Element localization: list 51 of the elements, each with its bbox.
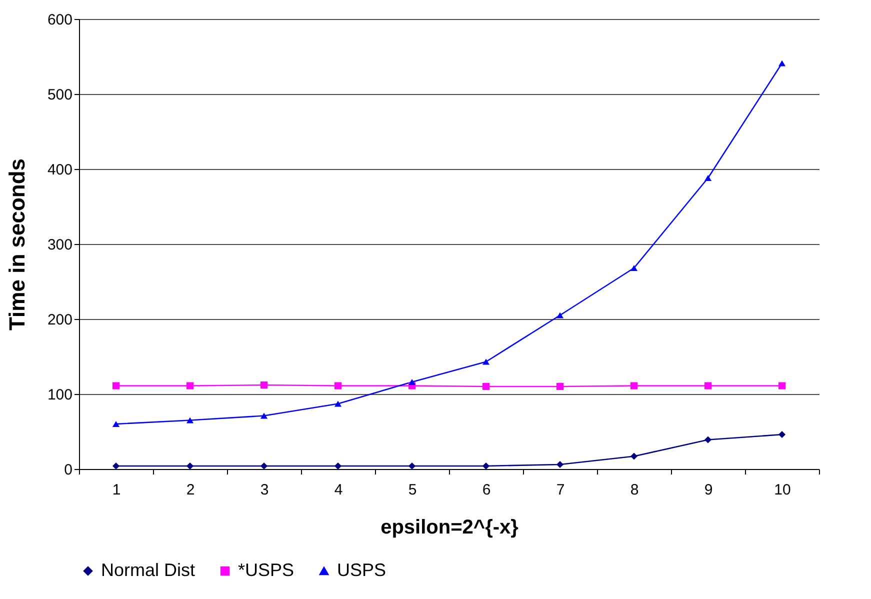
x-tick-label: 2 <box>186 482 195 498</box>
point <box>186 382 194 390</box>
y-tick-label: 0 <box>64 462 72 478</box>
point <box>334 400 342 407</box>
point <box>704 174 712 182</box>
point <box>778 430 786 438</box>
legend-label: *USPS <box>238 560 294 580</box>
point <box>112 462 120 470</box>
point <box>260 381 268 389</box>
point <box>334 382 342 390</box>
y-tick-label: 400 <box>47 162 72 178</box>
point <box>408 462 416 470</box>
point <box>186 462 194 470</box>
x-tick-label: 1 <box>112 482 121 498</box>
point <box>482 462 490 470</box>
x-axis-title: epsilon=2^{-x} <box>380 516 519 538</box>
point <box>334 462 342 470</box>
point <box>778 60 786 66</box>
point <box>630 382 638 390</box>
y-tick-label: 300 <box>47 236 72 254</box>
point <box>408 378 416 386</box>
y-tick-label: 200 <box>47 312 72 328</box>
point <box>112 382 120 390</box>
y-tick-label: 600 <box>47 12 72 28</box>
x-tick-label: 9 <box>704 482 713 498</box>
point <box>704 436 712 444</box>
point <box>260 462 268 470</box>
point <box>482 358 490 365</box>
point <box>112 420 120 428</box>
x-tick-label: 3 <box>260 482 269 498</box>
point <box>556 312 564 318</box>
legend-label: USPS <box>337 560 386 580</box>
point <box>186 417 194 424</box>
x-tick-label: 8 <box>630 482 639 498</box>
point <box>260 412 268 419</box>
x-tick-label: 10 <box>774 482 791 498</box>
x-tick-label: 6 <box>482 482 491 498</box>
point <box>704 382 712 390</box>
point <box>630 264 638 272</box>
y-tick-label: 100 <box>47 386 72 404</box>
y-tick-label: 500 <box>47 86 72 104</box>
x-tick-label: 7 <box>556 482 565 498</box>
point <box>778 382 786 390</box>
x-tick-label: 4 <box>334 482 343 498</box>
point <box>630 452 638 460</box>
point <box>556 460 564 468</box>
y-axis-title: Time in seconds <box>4 158 30 330</box>
point <box>482 382 490 390</box>
x-tick-label: 5 <box>408 482 417 498</box>
legend-label: Normal Dist <box>101 560 196 580</box>
point <box>556 382 564 390</box>
